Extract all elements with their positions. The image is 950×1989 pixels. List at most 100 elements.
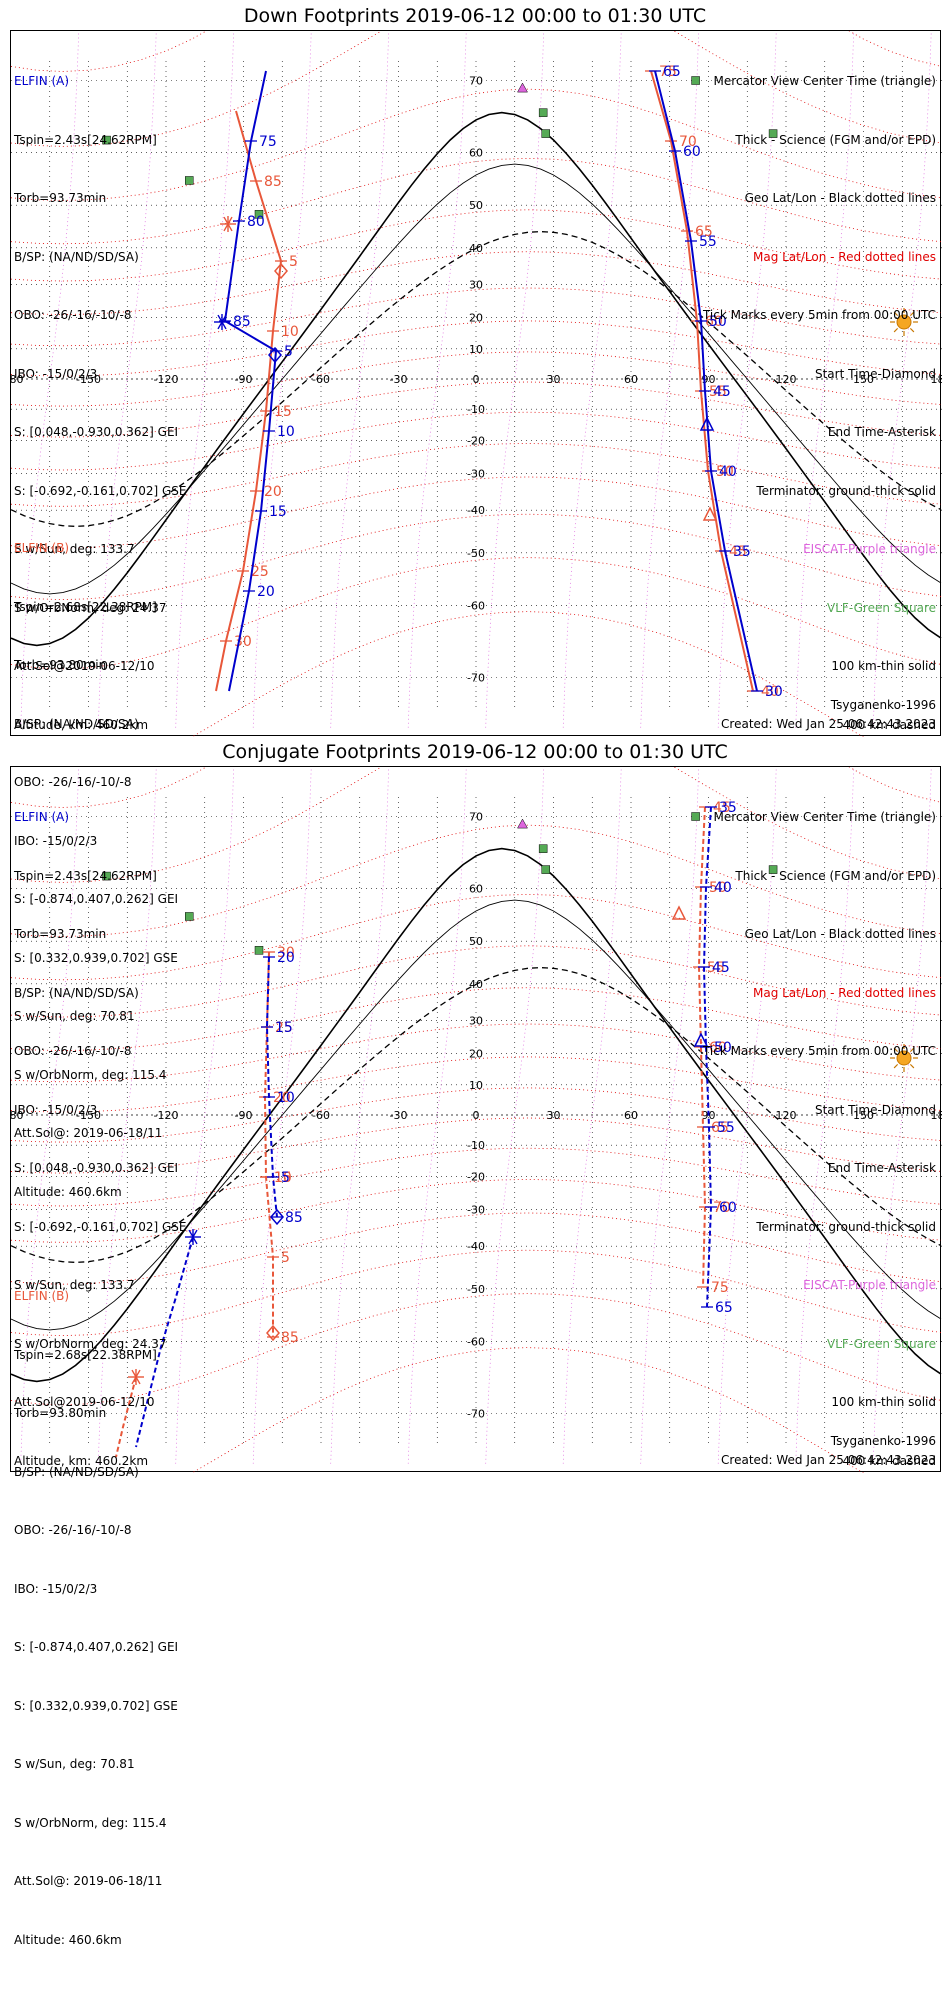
elfin-a-heading: ELFIN (A): [14, 810, 70, 824]
elfin-b-east-tick-label: 45: [713, 800, 731, 816]
legend-item: VLF-Green Square: [827, 600, 936, 615]
latitude-tick-label: 60: [469, 882, 483, 895]
elfin-a-line: S w/OrbNorm, deg: 24.37: [14, 1336, 167, 1351]
elfin-a-east-tick-label: 45: [712, 960, 730, 976]
longitude-tick-label: -30: [390, 1109, 408, 1122]
elfin-b-east-tick-label: 40: [761, 684, 779, 700]
latitude-tick-label: 10: [469, 1079, 483, 1092]
legend-item: Tick Marks every 5min from 00:00 UTC: [702, 1044, 936, 1058]
latitude-tick-label: 30: [469, 279, 483, 292]
elfin-b-west-tick-label: 15: [274, 1170, 292, 1186]
elfin-b-start-diamond: [274, 262, 288, 280]
map-panel-down: -180-150-120-90-60-300306090120150180706…: [10, 30, 942, 1199]
elfin-a-west-tick-label: 85: [233, 314, 251, 330]
latitude-tick-label: -30: [467, 467, 485, 480]
elfin-a-start-diamond: [268, 346, 282, 364]
created-timestamp: Created: Wed Jan 25 06:42:43 2023: [721, 1453, 936, 1467]
longitude-tick-label: -120: [154, 1109, 179, 1122]
latitude-tick-label: 50: [469, 199, 483, 212]
longitude-tick-label: 60: [624, 373, 638, 386]
legend-item: EISCAT-Purple triangle: [803, 542, 936, 556]
elfin-a-west-tick-label: 5: [284, 344, 293, 360]
vlf-square: [538, 844, 548, 853]
vlf-square: [185, 176, 194, 185]
legend-item: End Time-Asterisk: [827, 1161, 936, 1175]
elfin-b-west-tick-label: 30: [277, 945, 295, 961]
elfin-b-center-triangle: [702, 506, 718, 521]
elfin-b-west-tick-label: 5: [281, 1250, 290, 1266]
latitude-tick-label: 70: [469, 811, 483, 824]
elfin-a-west-tick-label: 10: [277, 424, 295, 440]
terminator-ground: [11, 847, 942, 1383]
elfin-b-line: S: [0.332,0.939,0.702] GSE: [14, 1698, 178, 1713]
elfin-b-west-tick-label: 20: [264, 484, 282, 500]
latitude-tick-label: 10: [469, 343, 483, 356]
elfin-a-west-tick-label: 20: [277, 950, 295, 966]
sun-ray: [909, 1047, 915, 1053]
elfin-a-east-tick-label: 65: [663, 64, 681, 80]
longitude-tick-label: -150: [76, 373, 101, 386]
elfin-a-line: Torb=93.73min: [14, 927, 107, 941]
latitude-tick-label: 70: [469, 75, 483, 88]
elfin-b-east-tick-label: 50: [709, 880, 727, 896]
longitude-tick-label: -30: [390, 373, 408, 386]
elfin-a-line: S w/OrbNorm, deg: 24.37: [14, 600, 167, 615]
terminator-100km: [11, 899, 942, 1331]
elfin-b-east-tick-label: 75: [659, 64, 677, 80]
elfin-b-west-tick-label: 10: [281, 324, 299, 340]
longitude-tick-label: -60: [312, 373, 330, 386]
terminator-400km: [11, 966, 942, 1264]
latitude-tick-label: -40: [467, 504, 485, 517]
legend-item: Mag Lat/Lon - Red dotted lines: [752, 249, 936, 264]
elfin-b-east-tick-label: 65: [711, 1120, 729, 1136]
legend-item: Mercator View Center Time (triangle): [713, 74, 936, 88]
elfin-b-line: Altitude: 460.6km: [14, 1184, 122, 1199]
elfin-b-west-tick-label: 15: [274, 404, 292, 420]
longitude-tick-label: -90: [235, 373, 253, 386]
legend-item: Geo Lat/Lon - Black dotted lines: [744, 927, 936, 941]
elfin-a-line: Tspin=2.43s[24.62RPM]: [14, 132, 157, 147]
elfin-b-west-tick-label: 20: [273, 1090, 291, 1106]
legend-item: VLF-Green Square: [827, 1336, 936, 1351]
elfin-b-west-tick-label: 85: [264, 174, 282, 190]
latitude-tick-label: -50: [467, 547, 485, 560]
vlf-square: [538, 108, 548, 117]
latitude-tick-label: -60: [467, 1336, 485, 1349]
elfin-b-line: S: [-0.874,0.407,0.262] GEI: [14, 892, 179, 906]
latitude-tick-label: 30: [469, 1015, 483, 1028]
map-canvas-conjugate: -180-150-120-90-60-300306090120150180706…: [11, 767, 942, 1473]
elfin-a-east-tick-label: 55: [717, 1120, 735, 1136]
elfin-a-info: ELFIN (A) Tspin=2.43s[24.62RPM] Torb=93.…: [14, 769, 187, 1510]
eiscat-triangle: [517, 82, 528, 93]
elfin-a-line: S: [0.048,-0.930,0.362] GEI: [14, 1161, 179, 1175]
model-credit: Tsyganenko-1996 Created: Wed Jan 25 06:4…: [721, 696, 936, 734]
created-timestamp: Created: Wed Jan 25 06:42:43 2023: [721, 717, 936, 731]
model-credit: Tsyganenko-1996 Created: Wed Jan 25 06:4…: [721, 1432, 936, 1470]
legend-item: 100 km-thin solid: [831, 1395, 936, 1409]
vlf-square: [102, 871, 111, 881]
elfin-a-line: S w/Sun, deg: 133.7: [14, 542, 135, 556]
latitude-tick-label: -30: [467, 1203, 485, 1216]
legend-item: Thick - Science (FGM and/or EPD): [735, 132, 936, 147]
elfin-b-line: Tspin=2.68s[22.38RPM]: [14, 599, 157, 614]
elfin-b-line: Altitude: 460.6km: [14, 1932, 122, 1947]
longitude-tick-label: 60: [624, 1109, 638, 1122]
legend-item: Terminator: ground-thick solid: [756, 1219, 936, 1234]
elfin-a-west-tick-label: 75: [259, 134, 277, 150]
map-legend: Mercator View Center Time (triangle) Thi…: [703, 769, 936, 1510]
elfin-a-line: S: [0.048,-0.930,0.362] GEI: [14, 425, 179, 439]
elfin-b-line: S: [-0.874,0.407,0.262] GEI: [14, 1640, 179, 1654]
elfin-a-line: Tspin=2.43s[24.62RPM]: [14, 868, 157, 883]
latitude-tick-label: 20: [469, 312, 483, 325]
vlf-square: [254, 210, 264, 219]
elfin-a-west-tick-label: 15: [275, 1020, 293, 1036]
elfin-b-track-east: [650, 70, 754, 692]
sun-ray: [909, 311, 915, 317]
vlf-square: [691, 812, 700, 821]
mag-latitude-line: [11, 31, 942, 147]
elfin-a-east-tick-label: 40: [719, 464, 737, 480]
elfin-a-east-tick-label: 50: [709, 314, 727, 330]
elfin-b-track-west: [263, 951, 274, 1337]
elfin-a-line: B/SP: (NA/ND/SD/SA): [14, 985, 139, 1000]
legend-item: Thick - Science (FGM and/or EPD): [735, 868, 936, 883]
